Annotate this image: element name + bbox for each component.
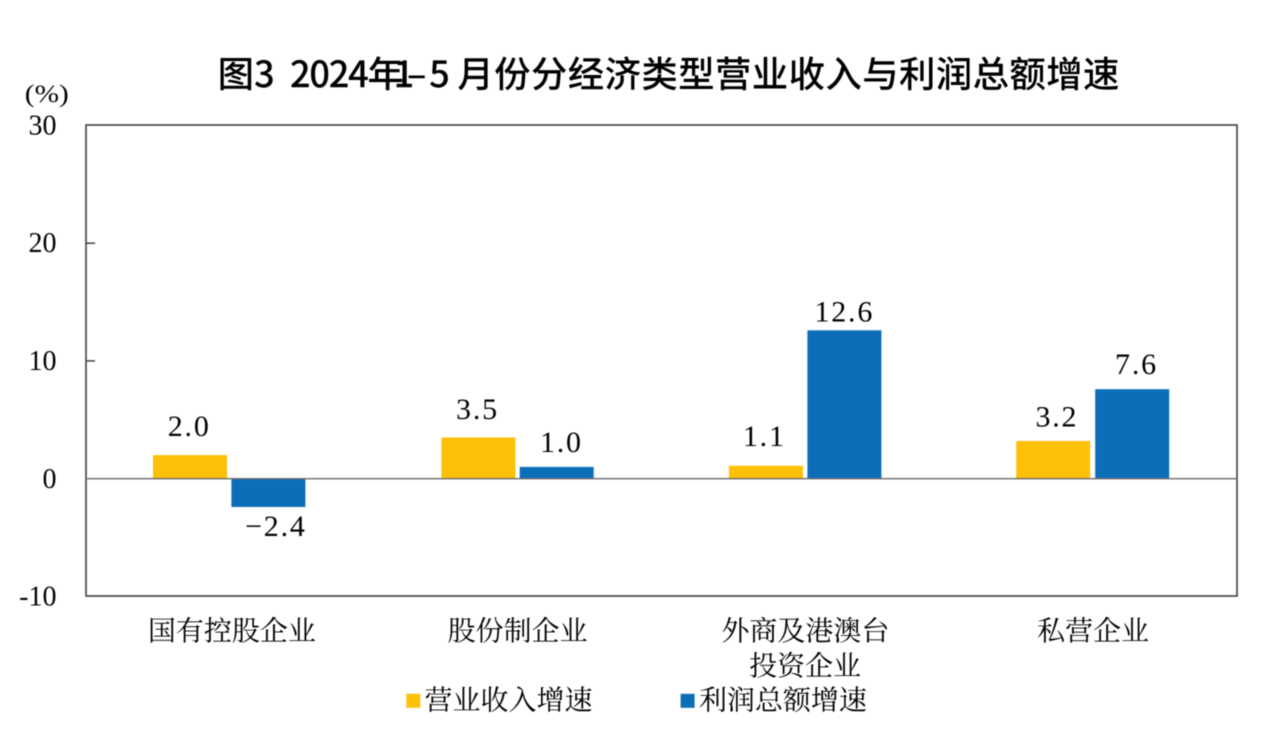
svg-text:1.1: 1.1: [743, 420, 786, 453]
svg-text:20: 20: [29, 228, 57, 259]
svg-text:2.0: 2.0: [168, 410, 211, 443]
svg-text:1.0: 1.0: [540, 426, 583, 459]
svg-text:10: 10: [29, 346, 57, 377]
svg-text:(%): (%): [25, 79, 69, 108]
svg-text:7.6: 7.6: [1115, 348, 1158, 381]
svg-text:-10: -10: [19, 581, 56, 612]
svg-text:30: 30: [29, 110, 57, 141]
svg-text:−2.4: −2.4: [245, 510, 307, 543]
svg-text:0: 0: [43, 464, 57, 495]
svg-text:3.2: 3.2: [1035, 401, 1078, 434]
svg-text:3.5: 3.5: [456, 393, 499, 426]
svg-text:12.6: 12.6: [814, 296, 874, 329]
